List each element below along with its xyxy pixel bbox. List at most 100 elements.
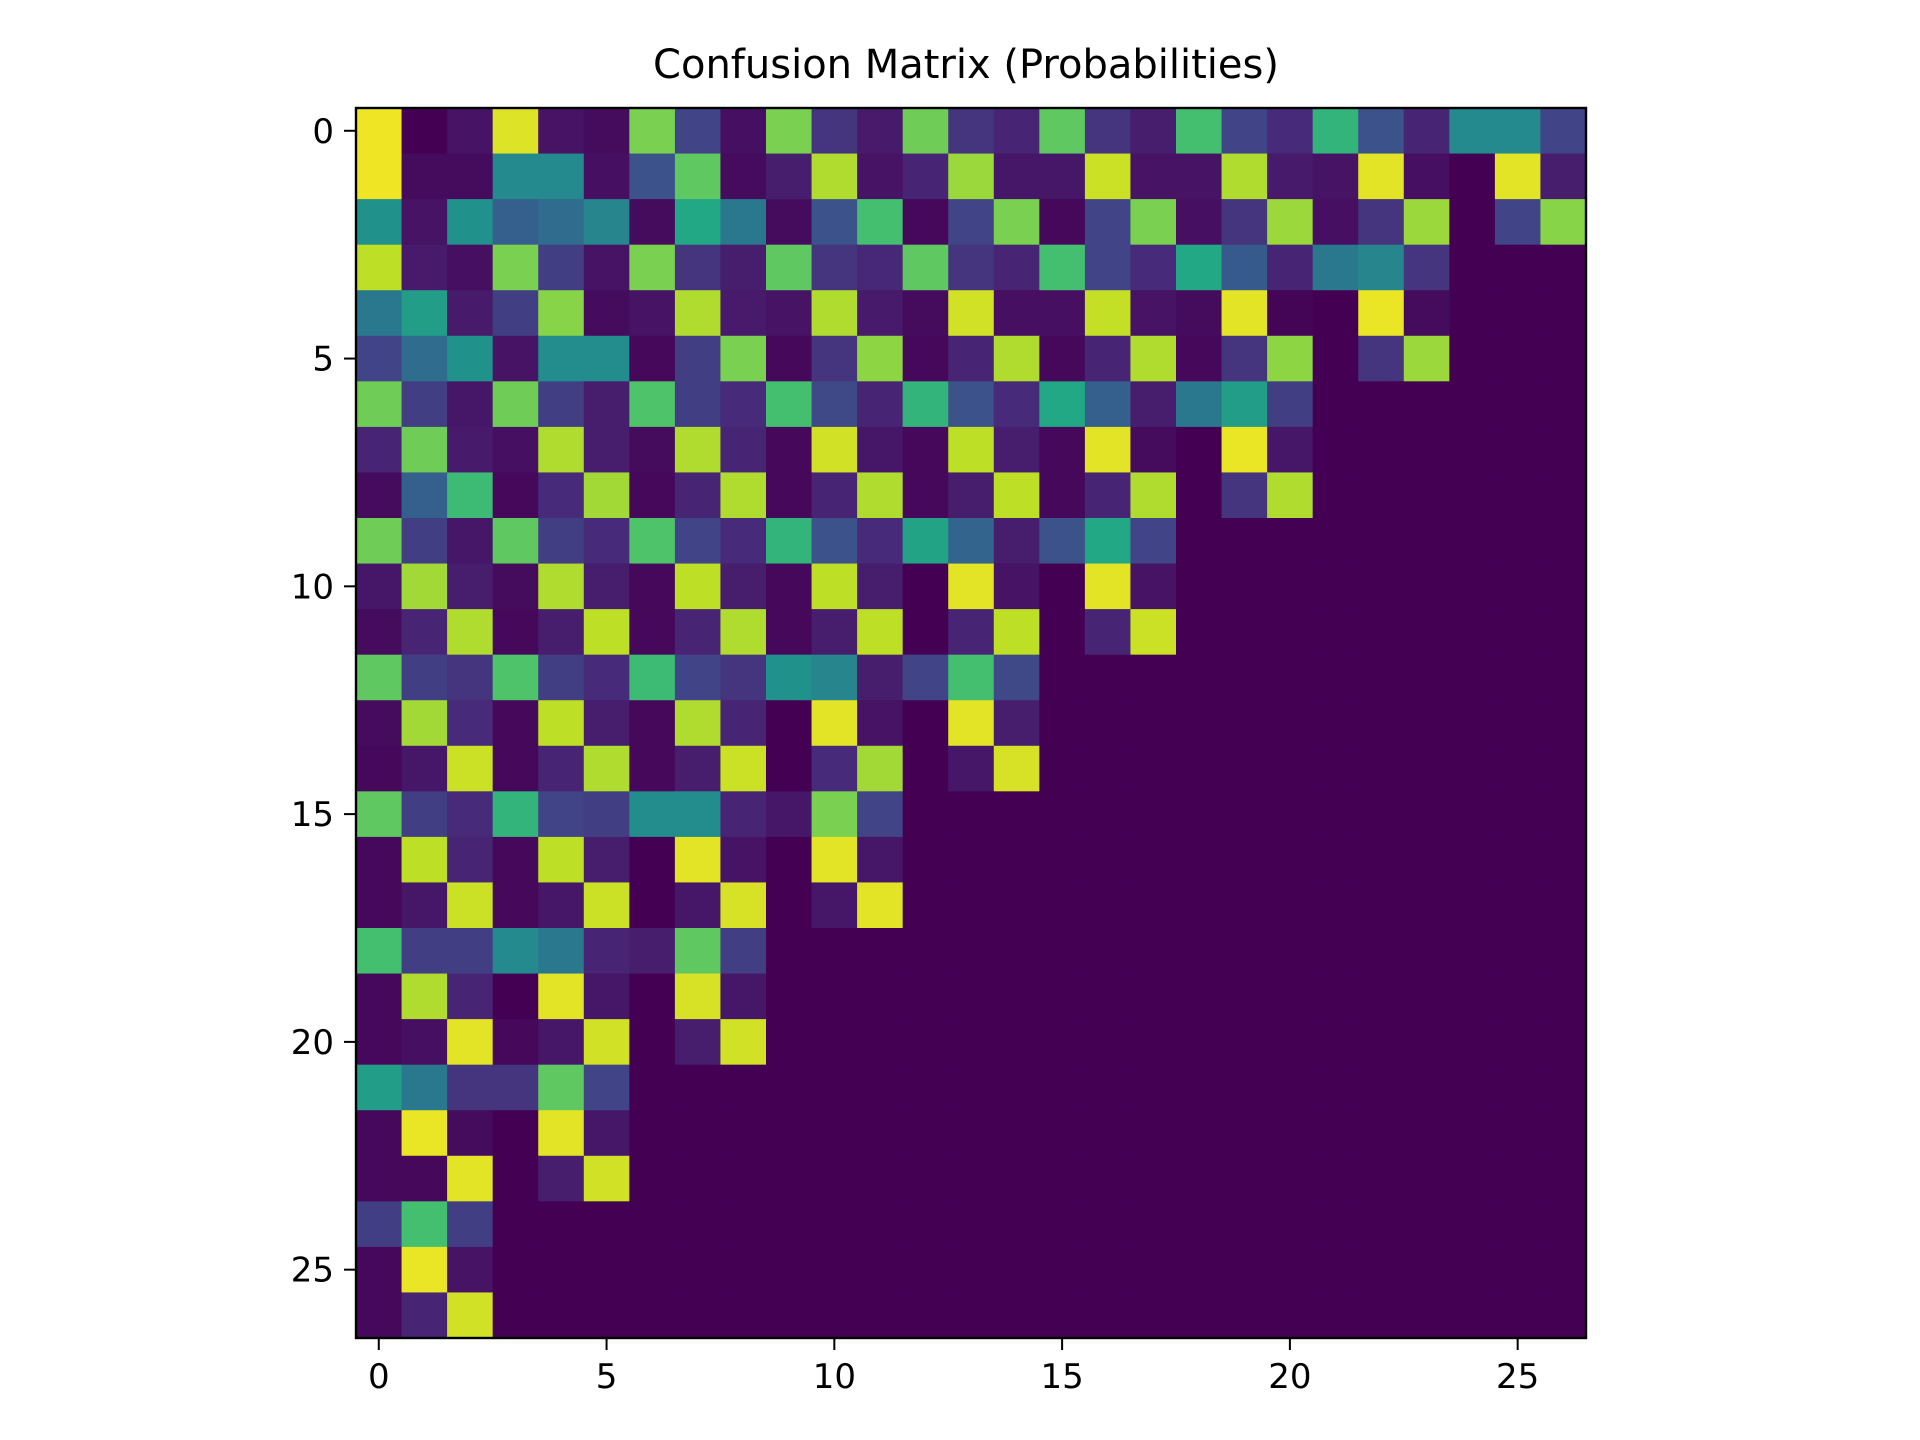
- heatmap-cell-r26-c25: [1494, 1292, 1542, 1339]
- heatmap-cell-r17-c9: [766, 882, 813, 929]
- heatmap-cell-r14-c21: [1312, 745, 1359, 792]
- heatmap-cell-r5-c22: [1358, 335, 1405, 382]
- heatmap-cell-r2-c10: [811, 199, 858, 246]
- heatmap-cell-r2-c5: [583, 199, 630, 246]
- x-tick-label-0: 0: [368, 1357, 390, 1397]
- heatmap-cell-r24-c15: [1039, 1201, 1086, 1248]
- heatmap-cell-r23-c0: [356, 1155, 403, 1202]
- heatmap-cell-r14-c10: [811, 745, 858, 792]
- heatmap-cell-r2-c7: [674, 199, 722, 246]
- heatmap-cell-r16-c6: [629, 836, 676, 884]
- heatmap-cell-r23-c25: [1494, 1155, 1542, 1202]
- heatmap-cell-r18-c10: [811, 928, 858, 975]
- heatmap-cell-r2-c11: [857, 199, 904, 246]
- heatmap-cell-r6-c11: [857, 381, 904, 428]
- heatmap-cell-r17-c12: [902, 882, 949, 929]
- heatmap-cell-r11-c1: [401, 609, 448, 656]
- heatmap-cell-r12-c18: [1176, 654, 1223, 701]
- heatmap-cell-r3-c23: [1403, 244, 1450, 291]
- heatmap-cell-r8-c5: [583, 472, 630, 519]
- heatmap-cell-r18-c26: [1540, 928, 1587, 975]
- heatmap-cell-r19-c20: [1267, 973, 1314, 1020]
- heatmap-cell-r12-c2: [447, 654, 494, 701]
- heatmap-cell-r3-c17: [1130, 244, 1177, 291]
- heatmap-cell-r1-c21: [1312, 153, 1359, 200]
- heatmap-cell-r4-c17: [1130, 290, 1177, 337]
- heatmap-cell-r8-c11: [857, 472, 904, 519]
- heatmap-cell-r16-c13: [948, 836, 995, 884]
- heatmap-cell-r5-c21: [1312, 335, 1359, 382]
- heatmap-cell-r4-c10: [811, 290, 858, 337]
- heatmap-cell-r12-c11: [857, 654, 904, 701]
- heatmap-cell-r26-c22: [1358, 1292, 1405, 1339]
- heatmap-cell-r25-c9: [766, 1246, 813, 1294]
- heatmap-cell-r21-c20: [1267, 1064, 1314, 1111]
- heatmap-cell-r11-c21: [1312, 609, 1359, 656]
- heatmap-cell-r10-c11: [857, 563, 904, 610]
- heatmap-cell-r5-c15: [1039, 335, 1086, 382]
- heatmap-cell-r15-c20: [1267, 791, 1314, 838]
- heatmap-cell-r25-c16: [1084, 1246, 1132, 1294]
- heatmap-cell-r20-c21: [1312, 1019, 1359, 1066]
- heatmap-cell-r13-c0: [356, 700, 403, 747]
- heatmap-cell-r10-c5: [583, 563, 630, 610]
- heatmap-cell-r19-c3: [492, 973, 539, 1020]
- heatmap-cell-r10-c25: [1494, 563, 1542, 610]
- heatmap-cell-r23-c11: [857, 1155, 904, 1202]
- heatmap-cell-r18-c4: [538, 928, 585, 975]
- heatmap-cell-r17-c18: [1176, 882, 1223, 929]
- heatmap-cell-r26-c23: [1403, 1292, 1450, 1339]
- heatmap-cell-r1-c24: [1449, 153, 1496, 200]
- heatmap-cell-r1-c19: [1221, 153, 1268, 200]
- heatmap-cell-r24-c21: [1312, 1201, 1359, 1248]
- heatmap-cell-r20-c4: [538, 1019, 585, 1066]
- heatmap-cell-r2-c13: [948, 199, 995, 246]
- heatmap-cell-r2-c24: [1449, 199, 1496, 246]
- heatmap-cell-r14-c1: [401, 745, 448, 792]
- heatmap-cell-r25-c12: [902, 1246, 949, 1294]
- heatmap-cell-r26-c11: [857, 1292, 904, 1339]
- heatmap-cell-r1-c1: [401, 153, 448, 200]
- heatmap-cell-r9-c7: [674, 518, 722, 565]
- heatmap-cell-r13-c25: [1494, 700, 1542, 747]
- heatmap-cell-r14-c8: [720, 745, 767, 792]
- heatmap-cell-r8-c2: [447, 472, 494, 519]
- heatmap-cell-r25-c1: [401, 1246, 448, 1294]
- heatmap-cell-r21-c6: [629, 1064, 676, 1111]
- heatmap-cell-r15-c10: [811, 791, 858, 838]
- heatmap-cell-r12-c15: [1039, 654, 1086, 701]
- heatmap-cell-r12-c23: [1403, 654, 1450, 701]
- heatmap-cell-r17-c2: [447, 882, 494, 929]
- heatmap-cell-r15-c19: [1221, 791, 1268, 838]
- heatmap-cell-r19-c0: [356, 973, 403, 1020]
- heatmap-cell-r0-c8: [720, 108, 767, 155]
- heatmap-cell-r23-c3: [492, 1155, 539, 1202]
- heatmap-cell-r22-c8: [720, 1110, 767, 1157]
- heatmap-cell-r20-c5: [583, 1019, 630, 1066]
- heatmap-cell-r6-c17: [1130, 381, 1177, 428]
- heatmap-cell-r3-c8: [720, 244, 767, 291]
- heatmap-cell-r6-c20: [1267, 381, 1314, 428]
- heatmap-cell-r21-c8: [720, 1064, 767, 1111]
- heatmap-cell-r17-c10: [811, 882, 858, 929]
- heatmap-cell-r0-c25: [1494, 108, 1542, 155]
- heatmap-cell-r10-c3: [492, 563, 539, 610]
- heatmap-cell-r21-c16: [1084, 1064, 1132, 1111]
- heatmap-cell-r25-c17: [1130, 1246, 1177, 1294]
- heatmap-cell-r7-c25: [1494, 426, 1542, 474]
- heatmap-cell-r12-c24: [1449, 654, 1496, 701]
- heatmap-cell-r22-c17: [1130, 1110, 1177, 1157]
- heatmap-cell-r16-c8: [720, 836, 767, 884]
- heatmap-cell-r22-c25: [1494, 1110, 1542, 1157]
- heatmap-cell-r17-c19: [1221, 882, 1268, 929]
- heatmap-cell-r8-c0: [356, 472, 403, 519]
- heatmap-cell-r12-c8: [720, 654, 767, 701]
- heatmap-cell-r4-c14: [993, 290, 1040, 337]
- heatmap-cell-r4-c7: [674, 290, 722, 337]
- heatmap-cell-r3-c4: [538, 244, 585, 291]
- y-tick-label-15: 15: [291, 795, 334, 835]
- heatmap-cell-r7-c9: [766, 426, 813, 474]
- heatmap-cell-r15-c2: [447, 791, 494, 838]
- heatmap-cell-r7-c19: [1221, 426, 1268, 474]
- heatmap-cell-r26-c3: [492, 1292, 539, 1339]
